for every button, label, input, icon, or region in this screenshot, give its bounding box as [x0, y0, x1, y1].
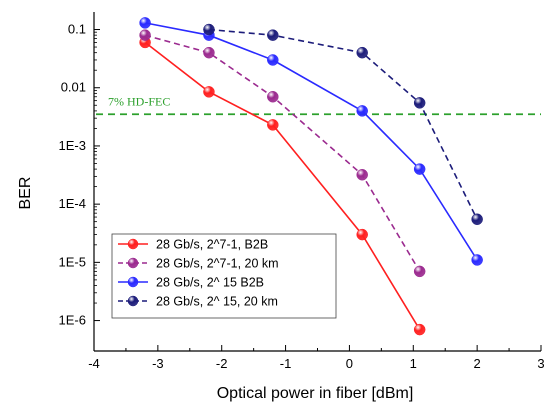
axes-layer: -4 -3 -2 -1 0 1 2 3 0.1 0.01 1E-3 1E-4 1E-5 1E-6 [59, 12, 545, 371]
series-4 [203, 23, 483, 226]
x-tick-label: 3 [537, 356, 544, 371]
data-point [139, 29, 151, 41]
data-point [356, 46, 368, 59]
data-point [471, 213, 483, 226]
series-line [144, 22, 478, 261]
data-point [203, 23, 215, 36]
legend-label: 28 Gb/s, 2^ 15, 20 km [156, 295, 278, 309]
legend-marker [127, 295, 139, 307]
data-point [413, 323, 426, 336]
legend: 28 Gb/s, 2^7-1, B2B 28 Gb/s, 2^7-1, 20 km… [111, 233, 337, 319]
legend-label: 28 Gb/s, 2^7-1, 20 km [156, 257, 279, 271]
data-point [413, 163, 426, 175]
y-tick-label: 0.1 [68, 22, 86, 37]
x-tick-label: -3 [152, 356, 164, 371]
data-point [267, 119, 279, 131]
legend-marker [127, 276, 139, 288]
data-point [356, 168, 368, 181]
data-point [203, 86, 215, 98]
data-point [267, 54, 279, 66]
y-tick-label: 1E-3 [59, 138, 86, 153]
y-tick-label: 1E-6 [59, 313, 86, 328]
data-point [267, 90, 279, 103]
legend-item: 28 Gb/s, 2^ 15 B2B [118, 276, 264, 290]
data-point [139, 17, 151, 29]
hd-fec-threshold-label: 7% HD-FEC [108, 94, 170, 108]
series-2 [139, 29, 426, 278]
data-point [203, 46, 215, 59]
legend-item: 28 Gb/s, 2^ 15, 20 km [118, 295, 278, 309]
legend-label: 28 Gb/s, 2^ 15 B2B [156, 276, 264, 290]
x-axis-title: Optical power in fiber [dBm] [217, 385, 414, 402]
y-tick-label: 0.01 [61, 80, 86, 95]
series-3 [139, 17, 483, 266]
y-tick-label: 1E-5 [59, 254, 86, 269]
x-tick-label: -4 [88, 356, 100, 371]
legend-box [111, 233, 337, 319]
data-point [267, 29, 279, 41]
data-point [413, 97, 426, 109]
y-axis-title: BER [17, 177, 34, 210]
series-layer [139, 17, 483, 336]
data-point [356, 228, 368, 241]
x-tick-label: -1 [280, 356, 292, 371]
x-tick-label: 2 [474, 356, 481, 371]
legend-item: 28 Gb/s, 2^7-1, 20 km [118, 257, 279, 271]
x-tick-label: -2 [216, 356, 228, 371]
data-point [471, 254, 483, 266]
legend-item: 28 Gb/s, 2^7-1, B2B [118, 238, 268, 252]
data-point [413, 265, 426, 278]
data-point [356, 105, 368, 117]
x-tick-label: 1 [410, 356, 417, 371]
series-line [208, 28, 478, 220]
y-tick-label: 1E-4 [59, 196, 86, 211]
legend-label: 28 Gb/s, 2^7-1, B2B [156, 238, 268, 252]
threshold-layer: 7% HD-FEC [96, 94, 541, 116]
legend-marker [127, 257, 139, 269]
x-tick-label: 0 [346, 356, 353, 371]
legend-marker [127, 238, 139, 250]
